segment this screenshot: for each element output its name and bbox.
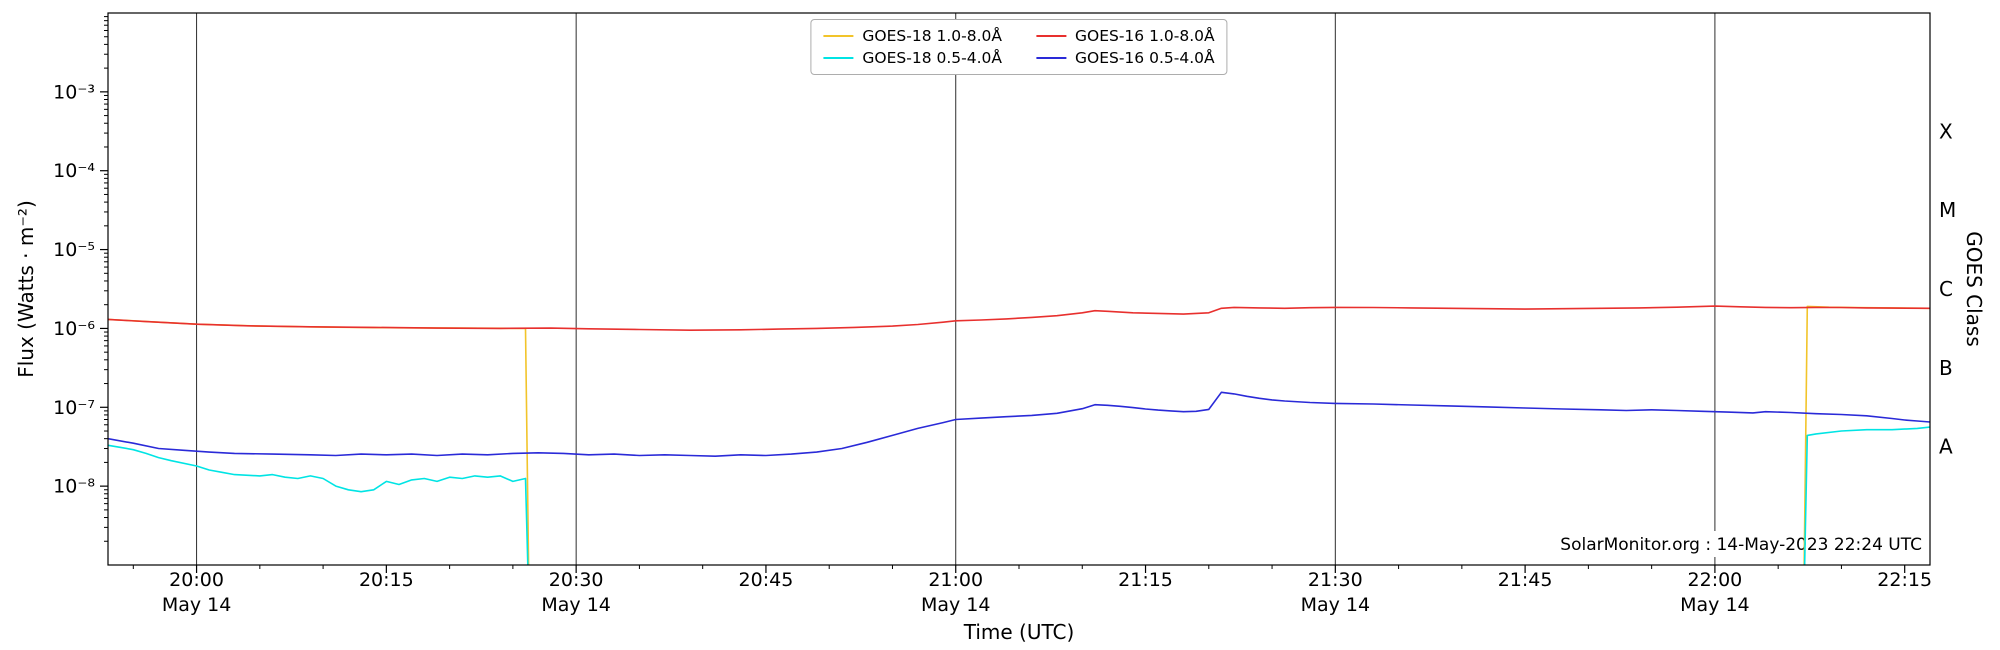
series-line-GOES-16 0.5-4.0Å bbox=[108, 391, 1930, 458]
series-line-GOES-16 1.0-8.0Å bbox=[108, 305, 1930, 332]
y-tick-label: 10⁻⁶ bbox=[53, 318, 95, 340]
x-tick-label: 20:00 bbox=[169, 569, 224, 591]
goes18-long-line-sample bbox=[823, 35, 854, 37]
legend-label: GOES-18 1.0-8.0Å bbox=[862, 27, 1002, 45]
x-axis-label: Time (UTC) bbox=[963, 620, 1075, 644]
source-annotation: SolarMonitor.org : 14-May-2023 22:24 UTC bbox=[1560, 535, 1922, 555]
series-line-GOES-18 0.5-4.0Å bbox=[1803, 426, 1930, 565]
x-tick-label: 20:15 bbox=[359, 569, 414, 591]
goes16-short-line-sample bbox=[1036, 57, 1066, 59]
legend-item-goes18-short: GOES-18 0.5-4.0Å bbox=[823, 49, 1002, 67]
legend-label: GOES-18 0.5-4.0Å bbox=[862, 49, 1002, 67]
y-axis-label-right: GOES Class bbox=[1962, 231, 1986, 347]
legend-item-goes18-long: GOES-18 1.0-8.0Å bbox=[823, 27, 1002, 45]
y-tick-label: 10⁻⁵ bbox=[53, 239, 95, 261]
goes-class-label-X: X bbox=[1939, 119, 1953, 143]
goes16-long-line-sample bbox=[1036, 35, 1066, 37]
goes18-short-line-sample bbox=[823, 57, 854, 59]
series-line-GOES-18 0.5-4.0Å bbox=[108, 444, 529, 565]
x-date-label: May 14 bbox=[1301, 594, 1371, 616]
x-tick-label: 22:15 bbox=[1877, 569, 1932, 591]
x-tick-label: 21:45 bbox=[1498, 569, 1553, 591]
x-tick-label: 22:00 bbox=[1688, 569, 1743, 591]
x-tick-label: 21:15 bbox=[1118, 569, 1173, 591]
legend-item-goes16-long: GOES-16 1.0-8.0Å bbox=[1036, 27, 1215, 45]
x-date-label: May 14 bbox=[921, 594, 991, 616]
annotation-background bbox=[1580, 531, 1930, 557]
y-tick-label: 10⁻⁷ bbox=[53, 397, 95, 419]
y-axis-label-left: Flux (Watts · m⁻²) bbox=[14, 200, 38, 378]
legend-label: GOES-16 1.0-8.0Å bbox=[1075, 27, 1215, 45]
legend: GOES-18 1.0-8.0Å GOES-18 0.5-4.0Å GOES-1… bbox=[810, 19, 1228, 75]
y-tick-label: 10⁻⁸ bbox=[53, 476, 95, 498]
legend-label: GOES-16 0.5-4.0Å bbox=[1075, 49, 1215, 67]
x-date-label: May 14 bbox=[1680, 594, 1750, 616]
x-tick-label: 20:45 bbox=[739, 569, 794, 591]
x-tick-label: 21:00 bbox=[928, 569, 983, 591]
x-date-label: May 14 bbox=[162, 594, 232, 616]
goes-class-label-M: M bbox=[1939, 198, 1956, 222]
legend-item-goes16-short: GOES-16 0.5-4.0Å bbox=[1036, 49, 1215, 67]
goes-class-label-C: C bbox=[1939, 277, 1953, 301]
y-tick-label: 10⁻³ bbox=[53, 81, 95, 103]
goes-class-label-A: A bbox=[1939, 435, 1953, 459]
x-date-label: May 14 bbox=[541, 594, 611, 616]
x-tick-label: 20:30 bbox=[549, 569, 604, 591]
x-tick-label: 21:30 bbox=[1308, 569, 1363, 591]
goes-class-label-B: B bbox=[1939, 356, 1953, 380]
y-tick-label: 10⁻⁴ bbox=[53, 160, 95, 182]
plot-border bbox=[107, 12, 1931, 566]
